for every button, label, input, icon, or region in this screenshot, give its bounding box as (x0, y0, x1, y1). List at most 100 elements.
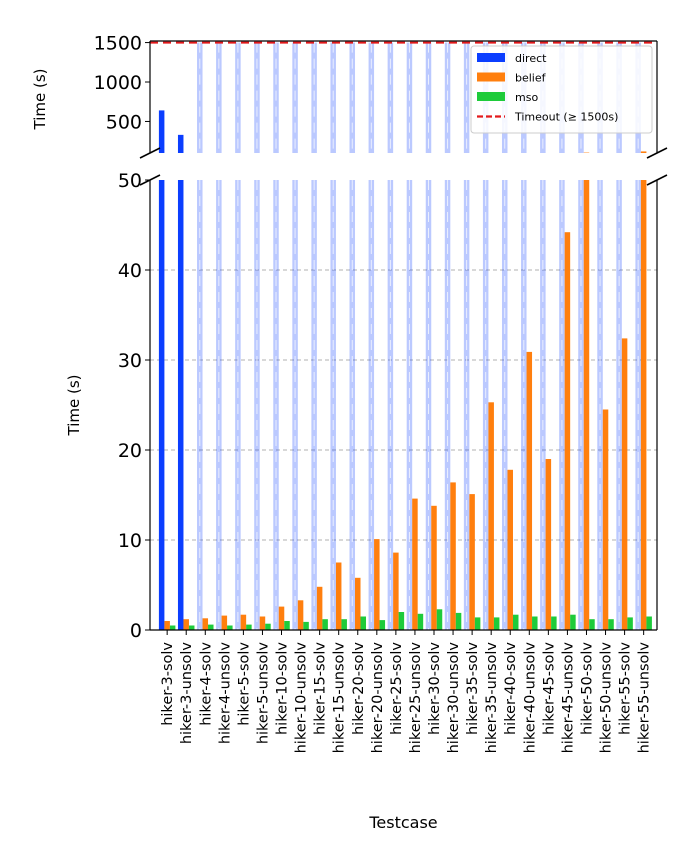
bar-mso (169, 625, 176, 630)
x-tick-label: hiker-4-unsolv (217, 642, 233, 745)
x-tick-label: hiker-55-solv (618, 642, 634, 735)
bar-mso (265, 623, 271, 630)
bar-belief (355, 577, 361, 630)
x-tick-label: hiker-3-solv (160, 642, 176, 726)
bar-belief (469, 494, 475, 630)
bar-belief (431, 505, 437, 630)
x-tick-label: hiker-30-unsolv (446, 642, 462, 754)
x-tick-label: hiker-50-solv (579, 642, 595, 735)
y-tick-label: 30 (118, 350, 142, 372)
x-tick-label: hiker-45-unsolv (560, 642, 576, 754)
y-tick-label: 50 (118, 170, 142, 192)
bar-direct-top (158, 110, 165, 153)
bar-mso (360, 616, 367, 630)
bar-mso (436, 609, 443, 630)
bar-mso (512, 614, 519, 630)
bar-mso (627, 617, 633, 630)
x-tick-label: hiker-20-unsolv (370, 642, 386, 754)
legend: direct belief mso Timeout (≥ 1500s) (470, 45, 653, 134)
bar-belief (164, 621, 170, 630)
top-y-axis-label: Time (s) (31, 69, 49, 131)
x-tick-label: hiker-45-solv (541, 642, 557, 735)
bottom-y-axis-label: Time (s) (65, 375, 83, 437)
bar-belief (640, 180, 647, 630)
x-tick-label: hiker-25-unsolv (408, 642, 424, 754)
legend-label: direct (515, 52, 547, 65)
bar-mso (227, 625, 233, 630)
x-tick-label: hiker-5-solv (236, 642, 252, 726)
bar-belief (621, 338, 628, 630)
legend-label: mso (515, 91, 538, 104)
x-tick-label: hiker-35-unsolv (484, 642, 500, 754)
bar-mso (398, 612, 405, 630)
y-tick-label: 1000 (94, 72, 142, 94)
x-tick-label: hiker-4-solv (198, 642, 214, 726)
y-tick-label: 10 (118, 530, 142, 552)
bar-mso (379, 620, 386, 630)
y-tick-label: 0 (130, 620, 142, 642)
x-tick-label: hiker-10-unsolv (294, 642, 310, 754)
x-tick-label: hiker-15-solv (313, 642, 329, 735)
bar-mso (551, 616, 557, 630)
bar-belief (259, 616, 266, 630)
legend-swatch-mso (477, 92, 505, 101)
x-tick-label: hiker-5-unsolv (255, 642, 271, 745)
bar-mso (322, 619, 328, 630)
x-tick-label: hiker-55-unsolv (637, 642, 653, 754)
break-mark (646, 174, 668, 186)
bar-mso (570, 614, 576, 630)
x-tick-label: hiker-10-solv (275, 642, 291, 735)
bar-direct-top (177, 134, 184, 153)
bar-belief (278, 606, 285, 630)
x-tick-label: hiker-25-solv (389, 642, 405, 735)
bar-mso (589, 619, 595, 630)
legend-box (470, 45, 653, 134)
y-tick-label: 1500 (94, 33, 142, 55)
bar-belief (183, 619, 189, 630)
bar-belief (374, 539, 380, 630)
bar-belief (221, 615, 228, 630)
bar-mso (284, 621, 290, 630)
legend-label: Timeout (≥ 1500s) (514, 111, 618, 124)
axis-break-marks (139, 147, 668, 186)
x-tick-label: hiker-15-unsolv (332, 642, 348, 754)
bar-belief (602, 409, 609, 630)
bar-belief (507, 469, 513, 630)
y-tick-label: 500 (106, 111, 142, 133)
bar-belief (240, 614, 247, 630)
bar-mso (532, 616, 538, 630)
bar-belief (202, 618, 209, 630)
x-tick-label: hiker-30-solv (427, 642, 443, 735)
legend-label: belief (515, 72, 547, 85)
bottom-plot-area (158, 180, 652, 630)
bar-belief (488, 402, 494, 630)
x-tick-label: hiker-3-unsolv (179, 642, 195, 745)
x-tick-label: hiker-40-solv (503, 642, 519, 735)
y-tick-label: 20 (118, 440, 142, 462)
bar-belief-top (640, 151, 647, 153)
x-tick-label: hiker-20-solv (351, 642, 367, 735)
y-tick-label: 40 (118, 260, 142, 282)
bar-belief (450, 482, 456, 630)
bar-mso (608, 619, 614, 630)
bar-mso (474, 617, 481, 630)
bar-belief (393, 552, 399, 630)
bar-belief (583, 180, 590, 630)
bar-mso (341, 619, 347, 630)
bar-mso (646, 616, 652, 630)
x-tick-labels: hiker-3-solv hiker-3-unsolv hiker-4-solv hi… (160, 642, 653, 754)
x-tick-label: hiker-35-solv (465, 642, 481, 735)
bar-mso (208, 624, 214, 630)
bar-belief (564, 232, 571, 630)
bar-belief (526, 351, 533, 630)
legend-swatch-belief (477, 72, 505, 82)
bar-mso (303, 621, 309, 630)
bottom-panel: 0 10 20 30 40 50 (118, 170, 658, 642)
bar-belief (412, 498, 418, 630)
x-axis-label: Testcase (368, 813, 437, 832)
bar-mso (246, 624, 252, 630)
break-mark (139, 174, 161, 186)
break-mark (646, 147, 668, 159)
bar-mso (455, 612, 462, 630)
